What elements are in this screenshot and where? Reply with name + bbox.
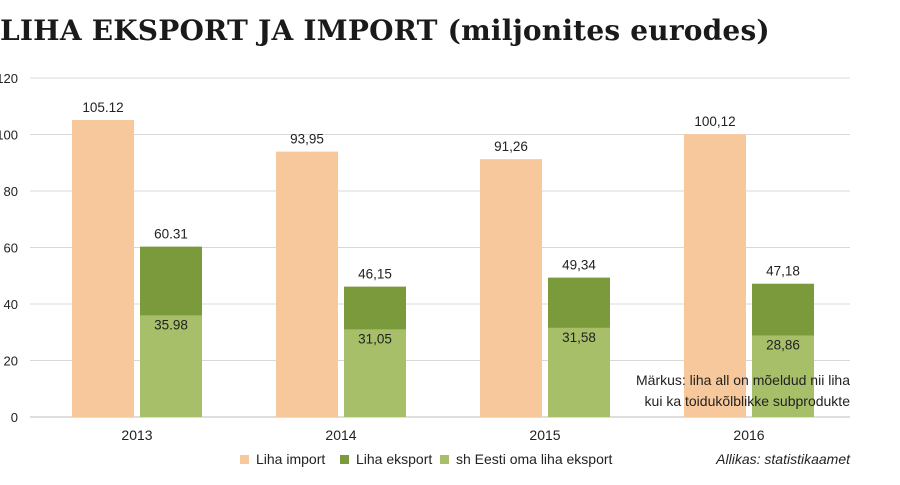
category-label: 2013 [121,427,152,443]
y-tick-label: 120 [0,71,18,86]
import-value-label: 91,26 [494,139,528,154]
export-value-label: 47,18 [766,264,800,279]
own-export-value-label: 31,58 [562,330,596,345]
own-export-bar [344,329,406,417]
import-value-label: 100,12 [694,114,735,129]
import-value-label: 93,95 [290,132,324,147]
own-export-bar [752,335,814,417]
chart-title: LIHA EKSPORT JA IMPORT (miljonites eurod… [0,14,770,47]
own-export-value-label: 35.98 [154,317,188,332]
y-tick-label: 100 [0,128,18,143]
export-value-label: 60.31 [154,227,188,242]
import-bar [72,120,134,417]
y-tick-label: 60 [4,241,18,256]
legend-swatch [240,455,249,464]
note-text: Märkus: liha all on mõeldud nii liha [636,372,850,388]
legend-label: Liha eksport [356,451,432,467]
import-bar [276,151,338,417]
y-tick-label: 80 [4,184,18,199]
own-export-bar [548,327,610,417]
own-export-bar [140,315,202,417]
category-label: 2016 [733,427,764,443]
import-value-label: 105.12 [82,100,123,115]
y-tick-label: 40 [4,297,18,312]
legend-swatch [440,455,449,464]
own-export-value-label: 28,86 [766,337,800,352]
import-bar [684,134,746,417]
import-bar [480,159,542,418]
y-tick-label: 20 [4,354,18,369]
legend-label: sh Eesti oma liha eksport [456,451,613,467]
note-text: kui ka toidukõlblikke subprodukte [645,393,851,409]
category-label: 2015 [529,427,560,443]
export-value-label: 49,34 [562,258,596,273]
export-value-label: 46,15 [358,267,392,282]
source-text: Allikas: statistikaamet [715,451,851,467]
y-tick-label: 0 [11,410,18,425]
category-label: 2014 [325,427,356,443]
own-export-value-label: 31,05 [358,331,392,346]
legend-label: Liha import [256,451,325,467]
legend-swatch [340,455,349,464]
